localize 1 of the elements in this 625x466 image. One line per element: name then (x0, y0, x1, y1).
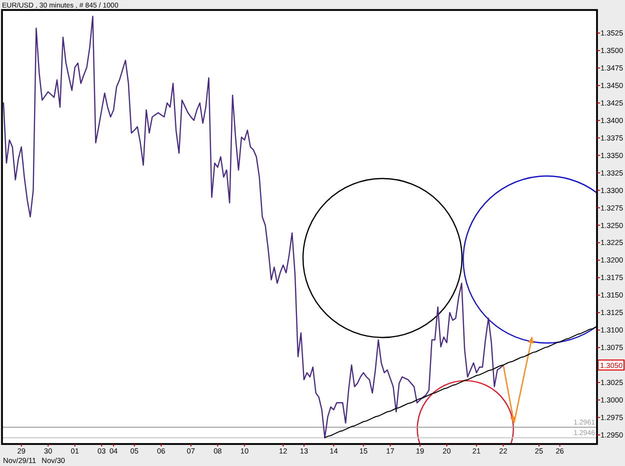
line-series (2, 16, 504, 438)
